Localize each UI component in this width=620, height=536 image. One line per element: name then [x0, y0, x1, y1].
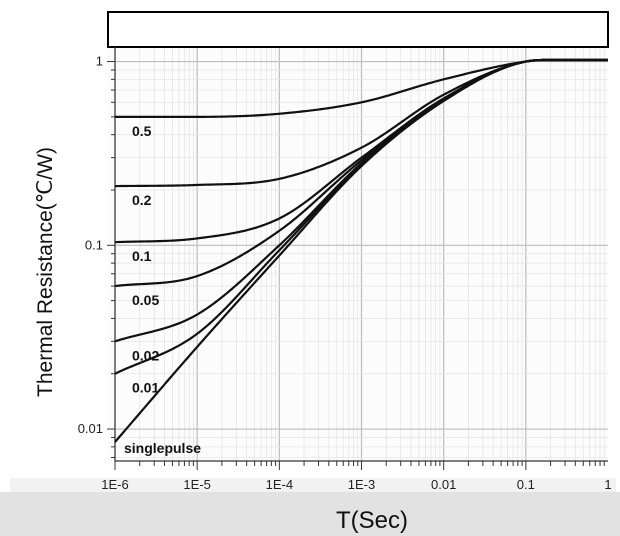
curve-label-0.01: 0.01: [132, 380, 159, 396]
x-tick-label: 0.1: [517, 477, 535, 492]
y-axis-title: Thermal Resistance(℃/W): [34, 147, 57, 397]
curve-label-0.02: 0.02: [132, 347, 159, 363]
x-axis-title: T(Sec): [336, 507, 408, 534]
x-tick-label: 1E-4: [266, 477, 293, 492]
curve-label-0.1: 0.1: [132, 248, 152, 264]
x-tick-label: 1E-6: [101, 477, 128, 492]
y-tick-label: 1: [96, 54, 103, 69]
y-tick-labels: 0.01 0.1 1: [78, 54, 103, 436]
x-tick-labels: 1E-6 1E-5 1E-4 1E-3 0.01 0.1 1: [101, 477, 611, 492]
x-tick-label: 1E-5: [183, 477, 210, 492]
curve-label-singlepulse: singlepulse: [124, 440, 201, 456]
curve-label-0.2: 0.2: [132, 192, 152, 208]
y-tick-label: 0.1: [85, 237, 103, 252]
curve-label-0.5: 0.5: [132, 123, 152, 139]
y-tick-label: 0.01: [78, 421, 103, 436]
x-tick-label: 1: [604, 477, 611, 492]
bottom-band: [0, 492, 620, 536]
top-frame-box: [107, 11, 609, 48]
curve-label-0.05: 0.05: [132, 292, 159, 308]
x-tick-label: 1E-3: [348, 477, 375, 492]
curve-singlepulse: [114, 58, 608, 443]
x-tick-label-band: [10, 478, 616, 492]
curves: [114, 58, 608, 443]
curve-labels: 0.5 0.2 0.1 0.05 0.02 0.01 singlepulse: [124, 123, 201, 456]
x-tick-label: 0.01: [431, 477, 456, 492]
